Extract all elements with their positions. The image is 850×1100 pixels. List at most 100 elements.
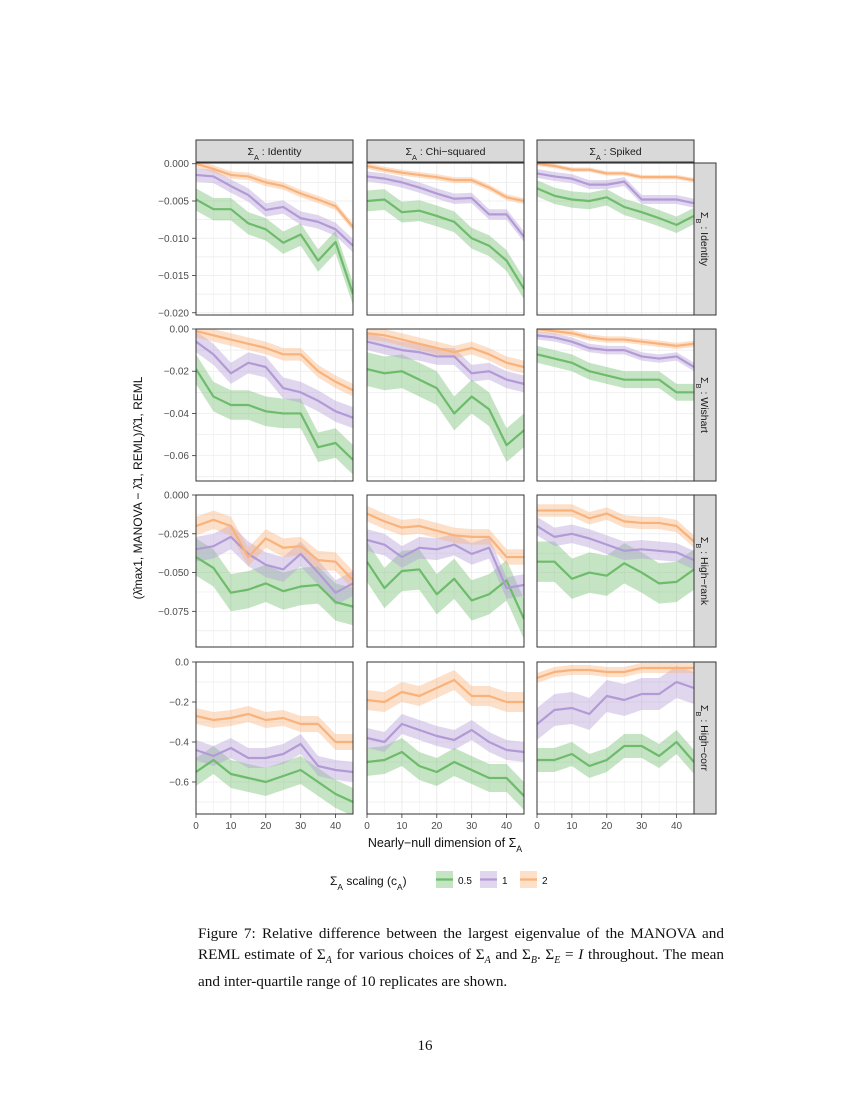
y-tick-label: −0.005 xyxy=(158,197,189,208)
mean-line-1 xyxy=(367,175,524,238)
iqr-ribbon-1 xyxy=(367,333,524,393)
panel-border xyxy=(536,661,695,815)
mean-line-0_5 xyxy=(367,750,524,797)
x-tick-label: 40 xyxy=(671,821,683,832)
mean-line-0_5 xyxy=(367,561,524,620)
column-strip-label: ΣA : Spiked xyxy=(589,146,641,162)
column-strip-label: ΣA : Chi−squared xyxy=(406,146,486,162)
mean-line-1 xyxy=(537,334,694,368)
panel-border xyxy=(536,328,695,482)
column-strip-label: ΣA : Identity xyxy=(247,146,302,162)
y-tick-label: 0.00 xyxy=(170,325,190,336)
mean-line-1 xyxy=(196,340,353,419)
y-tick-label: −0.025 xyxy=(158,529,189,540)
panel-border xyxy=(536,162,695,316)
iqr-ribbon-0_5 xyxy=(537,180,694,234)
mean-line-1 xyxy=(367,722,524,754)
y-tick-label: −0.010 xyxy=(158,234,189,245)
iqr-ribbon-2 xyxy=(196,163,353,231)
column-strip xyxy=(366,139,525,163)
panel xyxy=(537,163,694,315)
iqr-ribbon-2 xyxy=(196,510,353,590)
panel-border xyxy=(366,328,525,482)
mean-line-2 xyxy=(367,332,524,369)
y-tick-label: −0.4 xyxy=(169,738,189,749)
iqr-ribbon-1 xyxy=(537,666,694,740)
panel-border xyxy=(195,162,354,316)
y-tick-label: −0.06 xyxy=(164,451,190,462)
iqr-ribbon-2 xyxy=(367,670,524,712)
y-tick-label: 0.000 xyxy=(164,491,189,502)
mean-line-1 xyxy=(196,742,353,774)
mean-line-2 xyxy=(367,678,524,704)
panel xyxy=(196,495,353,647)
x-tick-label: 10 xyxy=(566,821,578,832)
panel-border xyxy=(536,494,695,648)
mean-line-1 xyxy=(537,172,694,205)
iqr-ribbon-1 xyxy=(537,516,694,570)
x-tick-label: 40 xyxy=(501,821,513,832)
y-tick-label: −0.075 xyxy=(158,607,189,618)
mean-line-2 xyxy=(537,666,694,680)
panel xyxy=(537,329,694,481)
mean-line-1 xyxy=(196,535,353,594)
y-tick-label: −0.020 xyxy=(158,308,189,319)
mean-line-2 xyxy=(196,330,353,392)
iqr-ribbon-0_5 xyxy=(196,354,353,475)
panel-border xyxy=(366,494,525,648)
y-tick-label: −0.015 xyxy=(158,271,189,282)
mean-line-1 xyxy=(367,340,524,385)
x-tick-label: 0 xyxy=(193,821,199,832)
x-axis-label: Nearly−null dimension of ΣA xyxy=(368,836,522,854)
column-strip xyxy=(195,139,354,163)
iqr-ribbon-2 xyxy=(367,505,524,565)
legend-label: 1 xyxy=(502,876,508,887)
panel xyxy=(196,163,353,315)
iqr-ribbon-1 xyxy=(367,171,524,242)
mean-line-0_5 xyxy=(537,560,694,585)
y-tick-label: −0.04 xyxy=(164,409,190,420)
panel-background xyxy=(367,495,524,647)
panel-background xyxy=(196,163,353,315)
mean-line-2 xyxy=(367,164,524,203)
panel xyxy=(537,495,694,647)
iqr-ribbon-0_5 xyxy=(367,352,524,462)
figure-caption: Figure 7: Relative difference between th… xyxy=(198,925,724,991)
panel-border xyxy=(195,661,354,815)
panel-background xyxy=(196,495,353,647)
mean-line-2 xyxy=(196,712,353,744)
x-tick-label: 0 xyxy=(364,821,370,832)
mean-line-0_5 xyxy=(367,198,524,290)
y-tick-label: −0.050 xyxy=(158,568,189,579)
y-tick-label: −0.02 xyxy=(164,367,190,378)
panel xyxy=(367,329,524,481)
y-tick-label: −0.6 xyxy=(169,778,189,789)
iqr-ribbon-0_5 xyxy=(367,189,524,300)
faceted-chart: ΣA : Identity ΣA : Chi−squared ΣA : Spiked… xyxy=(131,139,717,892)
x-tick-label: 40 xyxy=(330,821,342,832)
legend-label: 0.5 xyxy=(458,876,472,887)
mean-line-2 xyxy=(367,512,524,559)
panel-background xyxy=(367,163,524,315)
iqr-ribbon-0_5 xyxy=(537,345,694,401)
mean-line-0_5 xyxy=(196,758,353,803)
page-number: 16 xyxy=(417,1038,433,1054)
mean-line-0_5 xyxy=(537,187,694,226)
iqr-ribbon-0_5 xyxy=(537,541,694,604)
mean-line-2 xyxy=(196,518,353,582)
x-tick-label: 10 xyxy=(396,821,408,832)
mean-line-2 xyxy=(537,509,694,543)
panel-border xyxy=(366,661,525,815)
x-tick-label: 20 xyxy=(601,821,613,832)
iqr-ribbon-2 xyxy=(196,329,353,397)
column-strip xyxy=(536,139,695,163)
mean-line-0_5 xyxy=(196,368,353,461)
mean-line-0_5 xyxy=(196,556,353,608)
panel xyxy=(367,163,524,315)
panel-background xyxy=(537,163,694,315)
iqr-ribbon-1 xyxy=(196,331,353,429)
legend-title: ΣA scaling (cA) xyxy=(330,874,407,892)
iqr-ribbon-0_5 xyxy=(196,538,353,626)
x-tick-label: 30 xyxy=(295,821,307,832)
mean-line-0_5 xyxy=(537,353,694,394)
